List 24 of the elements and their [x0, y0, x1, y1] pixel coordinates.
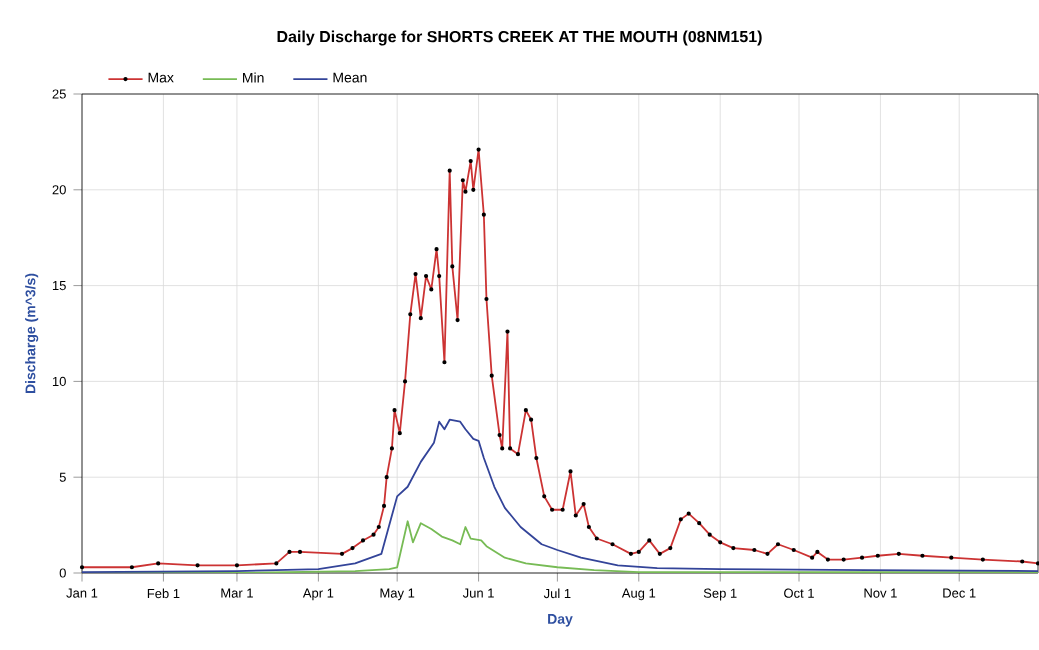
x-tick-label: Aug 1 — [621, 588, 656, 601]
x-tick-label: Dec 1 — [943, 588, 976, 598]
x-tick-label: Sep 1 — [703, 588, 737, 601]
y-tick-label: 20 — [52, 185, 66, 195]
x-tick-label: Mar 1 — [221, 588, 253, 598]
x-tick-label: Apr 1 — [302, 588, 334, 601]
x-tick-label: Jan 1 — [66, 588, 98, 598]
x-axis-title: Day — [548, 614, 573, 627]
legend-label: Mean — [333, 72, 367, 83]
x-tick-label: Oct 1 — [784, 588, 814, 598]
x-tick-label: Nov 1 — [864, 588, 897, 598]
y-tick-label: 25 — [52, 89, 66, 99]
x-tick-label: Jul 1 — [543, 588, 571, 599]
legend-label: Max — [148, 72, 174, 83]
x-tick-label: Jun 1 — [462, 588, 494, 598]
y-tick-label: 15 — [52, 281, 66, 291]
legend-label: Min — [243, 72, 264, 83]
x-tick-label: Feb 1 — [147, 588, 180, 599]
y-tick-label: 10 — [52, 376, 66, 386]
y-tick-label: 5 — [59, 472, 66, 482]
x-tick-label: May 1 — [380, 588, 415, 601]
y-tick-label: 0 — [59, 568, 66, 578]
y-axis-title: Discharge (m^3/s) — [25, 273, 39, 394]
chart-title: Daily Discharge for SHORTS CREEK AT THE MOUTH (08NM151) — [277, 30, 762, 46]
